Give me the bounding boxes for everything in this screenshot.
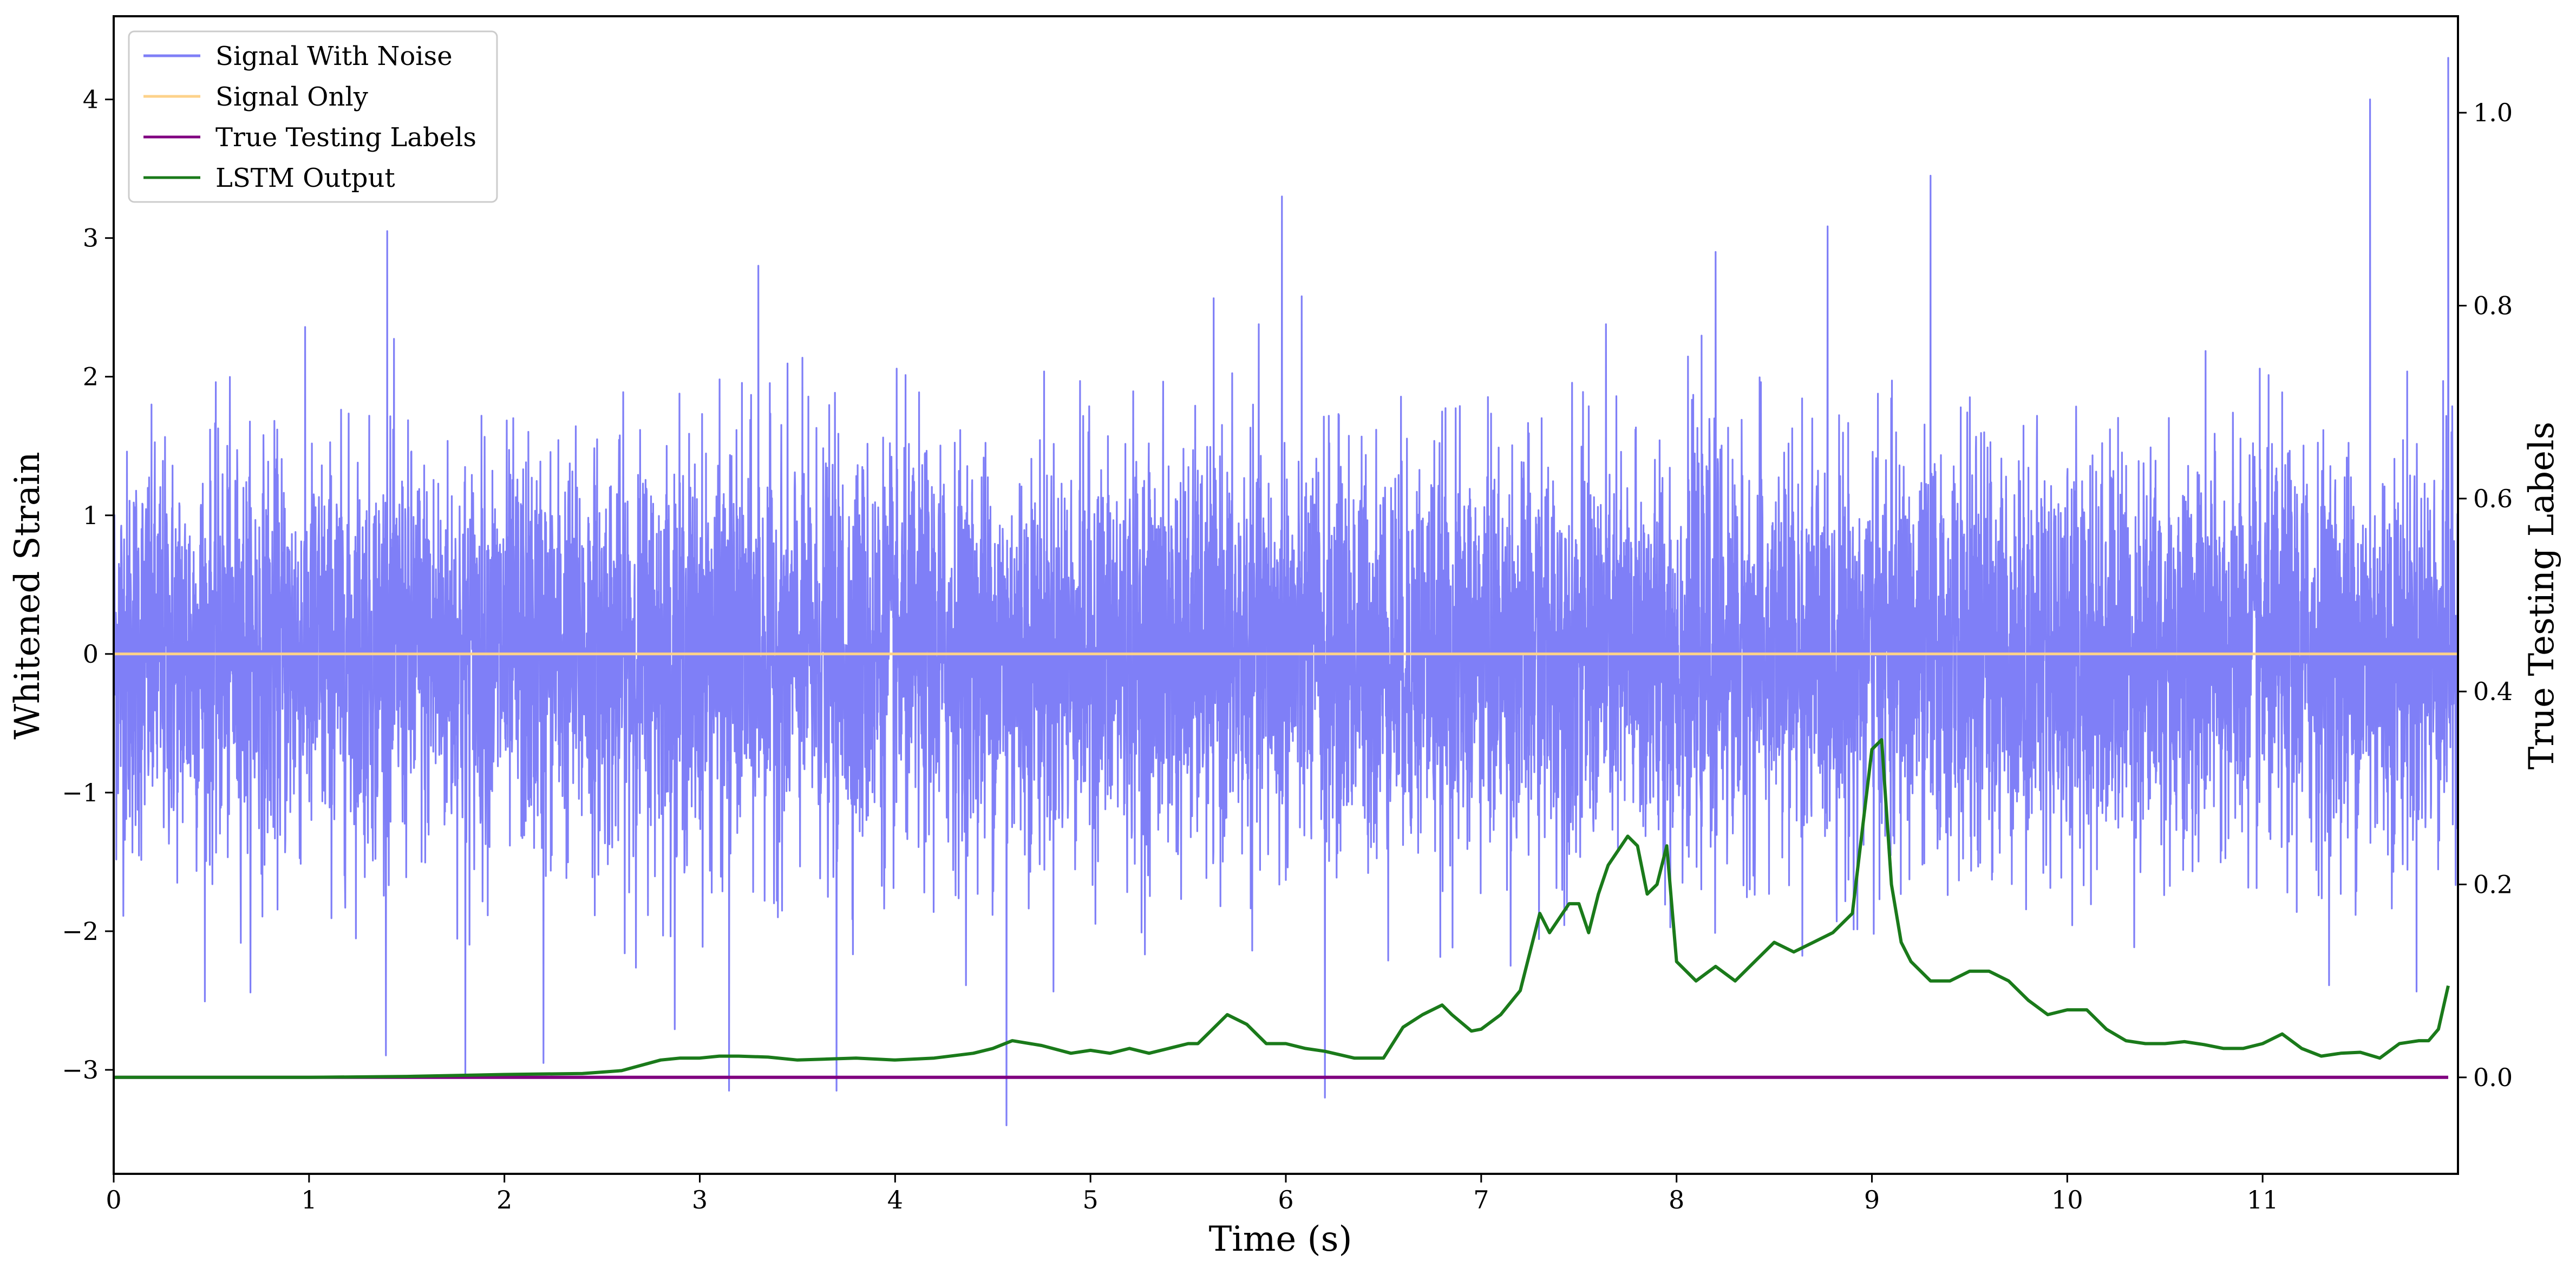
x-tick-label: 7	[1473, 1185, 1489, 1214]
left-y-axis: −3 −2 −1 0 1 2 3 4	[62, 85, 114, 1084]
x-tick-label: 2	[496, 1185, 512, 1214]
x-tick-label: 3	[692, 1185, 708, 1214]
x-tick-label: 8	[1669, 1185, 1684, 1214]
y-tick-label: 2	[83, 362, 99, 391]
y-axis-right-title: True Testing Labels	[2522, 422, 2562, 770]
y-right-tick-label: 0.8	[2473, 291, 2513, 321]
x-tick-label: 6	[1278, 1185, 1293, 1214]
x-tick-label: 4	[887, 1185, 903, 1214]
y-right-tick-label: 0.6	[2473, 484, 2513, 513]
series-lstm-output	[114, 738, 2450, 1079]
legend-box	[128, 30, 498, 203]
y-right-tick-label: 0.0	[2473, 1063, 2513, 1092]
legend-label-signal-only: Signal Only	[215, 82, 368, 112]
x-tick-label: 10	[2051, 1185, 2083, 1214]
series-signal-with-noise	[113, 57, 2459, 1126]
series-lines	[114, 652, 2458, 1079]
y-right-tick-label: 1.0	[2473, 98, 2513, 127]
y-tick-label: 0	[83, 639, 99, 669]
x-tick-label: 11	[2247, 1185, 2279, 1214]
y-tick-label: −3	[62, 1055, 99, 1084]
y-tick-label: −2	[62, 917, 99, 946]
noise-line	[113, 57, 2459, 1126]
y-tick-label: 3	[83, 224, 99, 253]
legend: Signal With Noise Signal Only True Testi…	[128, 30, 498, 203]
y-right-tick-label: 0.4	[2473, 677, 2513, 706]
legend-label-signal-with-noise: Signal With Noise	[215, 41, 453, 71]
right-y-axis: 0.0 0.2 0.4 0.6 0.8 1.0	[2458, 98, 2513, 1092]
x-tick-label: 1	[301, 1185, 317, 1214]
y-tick-label: −1	[62, 778, 99, 807]
legend-label-true-testing-labels: True Testing Labels	[215, 122, 476, 153]
x-tick-label: 5	[1083, 1185, 1099, 1214]
y-right-tick-label: 0.2	[2473, 870, 2513, 899]
x-axis-title: Time (s)	[1209, 1219, 1352, 1259]
x-tick-label: 0	[106, 1185, 121, 1214]
y-axis-title: Whitened Strain	[8, 452, 48, 739]
x-tick-label: 9	[1864, 1185, 1880, 1214]
x-axis: 0 1 2 3 4 5 6 7 8 9 10 11	[106, 1174, 2278, 1214]
y-tick-label: 1	[83, 501, 99, 530]
legend-label-lstm-output: LSTM Output	[215, 163, 395, 193]
y-tick-label: 4	[83, 85, 99, 114]
